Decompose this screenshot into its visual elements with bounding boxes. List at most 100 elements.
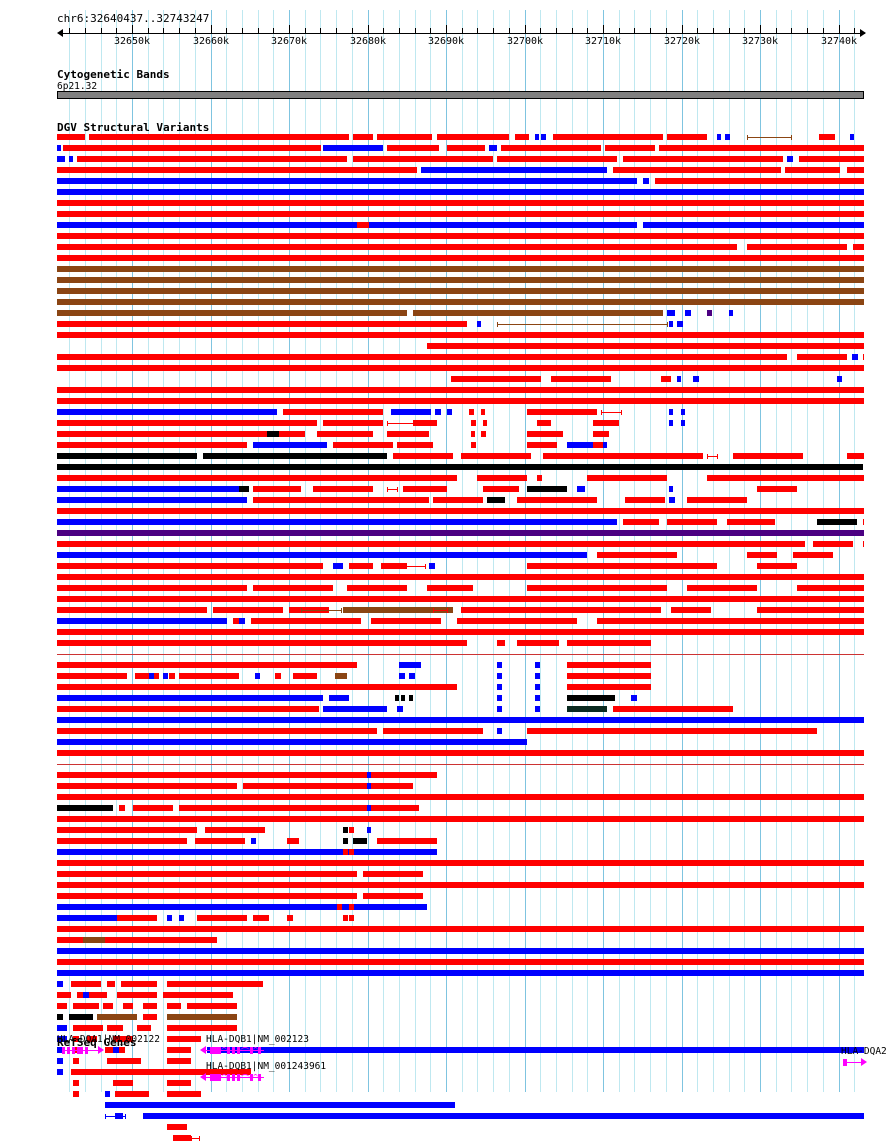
dgv-variant-feature[interactable]: [57, 431, 305, 437]
dgv-variant-feature[interactable]: [119, 805, 125, 811]
dgv-variant-feature[interactable]: [113, 1036, 133, 1042]
dgv-variant-feature[interactable]: [57, 486, 247, 492]
variant-whisker[interactable]: [301, 610, 341, 611]
dgv-variant-feature[interactable]: [819, 134, 835, 140]
dgv-variant-feature[interactable]: [787, 156, 793, 162]
dgv-variant-feature[interactable]: [57, 948, 864, 954]
dgv-variant-feature[interactable]: [487, 497, 505, 503]
dgv-variant-feature[interactable]: [253, 585, 333, 591]
dgv-variant-feature[interactable]: [323, 706, 387, 712]
dgv-variant-feature[interactable]: [852, 354, 858, 360]
dgv-variant-feature[interactable]: [661, 376, 671, 382]
dgv-variant-feature[interactable]: [399, 673, 405, 679]
dgv-variant-feature[interactable]: [527, 409, 597, 415]
dgv-variant-feature[interactable]: [567, 442, 607, 448]
dgv-variant-feature[interactable]: [395, 695, 399, 701]
dgv-variant-feature[interactable]: [57, 684, 457, 690]
dgv-variant-feature[interactable]: [681, 420, 685, 426]
dgv-variant-feature[interactable]: [481, 409, 485, 415]
dgv-variant-feature[interactable]: [747, 552, 777, 558]
dgv-variant-feature[interactable]: [77, 992, 107, 998]
dgv-variant-feature[interactable]: [413, 310, 663, 316]
dgv-variant-feature[interactable]: [301, 772, 309, 778]
dgv-variant-feature[interactable]: [57, 882, 864, 888]
dgv-variant-feature[interactable]: [179, 915, 184, 921]
dgv-variant-feature[interactable]: [329, 695, 349, 701]
dgv-variant-feature[interactable]: [169, 673, 175, 679]
dgv-variant-feature[interactable]: [667, 134, 707, 140]
dgv-variant-feature[interactable]: [57, 772, 437, 778]
dgv-variant-feature[interactable]: [537, 420, 551, 426]
dgv-variant-feature[interactable]: [497, 695, 502, 701]
dgv-variant-feature[interactable]: [83, 937, 105, 943]
dgv-variant-feature[interactable]: [567, 706, 607, 712]
gene-exon[interactable]: [62, 1047, 65, 1054]
gene-exon[interactable]: [67, 1047, 70, 1054]
dgv-variant-feature[interactable]: [57, 596, 864, 602]
dgv-variant-feature[interactable]: [73, 1091, 79, 1097]
dgv-variant-feature[interactable]: [57, 783, 237, 789]
dgv-variant-feature[interactable]: [427, 585, 473, 591]
gene-exon[interactable]: [232, 1047, 235, 1054]
gene-exon[interactable]: [237, 1074, 240, 1081]
dgv-variant-feature[interactable]: [343, 849, 348, 855]
dgv-variant-feature[interactable]: [57, 893, 357, 899]
dgv-variant-feature[interactable]: [343, 893, 348, 899]
dgv-variant-feature[interactable]: [643, 178, 649, 184]
dgv-variant-feature[interactable]: [57, 915, 157, 921]
dgv-variant-feature[interactable]: [447, 409, 452, 415]
dgv-variant-feature[interactable]: [167, 1124, 187, 1130]
dgv-variant-feature[interactable]: [283, 409, 383, 415]
dgv-variant-feature[interactable]: [567, 695, 615, 701]
dgv-variant-feature[interactable]: [535, 134, 539, 140]
dgv-variant-feature[interactable]: [477, 321, 481, 327]
dgv-variant-feature[interactable]: [349, 805, 354, 811]
dgv-variant-feature[interactable]: [567, 684, 651, 690]
dgv-variant-feature[interactable]: [517, 497, 597, 503]
dgv-variant-feature[interactable]: [623, 519, 659, 525]
dgv-variant-feature[interactable]: [391, 409, 431, 415]
variant-whisker[interactable]: [387, 423, 421, 424]
dgv-variant-feature[interactable]: [57, 244, 737, 250]
dgv-variant-feature[interactable]: [251, 618, 361, 624]
dgv-variant-feature[interactable]: [57, 1069, 63, 1075]
dgv-variant-feature[interactable]: [57, 310, 407, 316]
dgv-variant-feature[interactable]: [497, 640, 505, 646]
dgv-variant-feature[interactable]: [57, 706, 313, 712]
dgv-variant-feature[interactable]: [57, 937, 217, 943]
dgv-variant-feature[interactable]: [403, 486, 447, 492]
dgv-variant-feature[interactable]: [57, 970, 864, 976]
dgv-variant-feature[interactable]: [349, 893, 354, 899]
dgv-variant-feature[interactable]: [167, 1091, 201, 1097]
dgv-variant-feature[interactable]: [427, 343, 864, 349]
dgv-variant-feature[interactable]: [687, 497, 747, 503]
dgv-variant-feature[interactable]: [471, 420, 476, 426]
dgv-variant-feature[interactable]: [57, 530, 864, 536]
dgv-variant-feature[interactable]: [173, 1135, 191, 1141]
gene-exon[interactable]: [843, 1059, 847, 1066]
dgv-variant-feature[interactable]: [113, 1047, 119, 1053]
dgv-variant-feature[interactable]: [115, 1091, 149, 1097]
dgv-variant-feature[interactable]: [357, 222, 369, 228]
dgv-variant-feature[interactable]: [527, 486, 567, 492]
dgv-variant-feature[interactable]: [89, 134, 349, 140]
variant-whisker[interactable]: [707, 456, 717, 457]
dgv-variant-feature[interactable]: [333, 563, 343, 569]
dgv-variant-feature[interactable]: [799, 156, 864, 162]
variant-whisker[interactable]: [585, 379, 599, 380]
variant-whisker[interactable]: [387, 489, 397, 490]
gene-exon[interactable]: [232, 1074, 235, 1081]
dgv-variant-feature[interactable]: [167, 915, 172, 921]
gene-exon[interactable]: [210, 1074, 221, 1081]
dgv-variant-feature[interactable]: [451, 376, 541, 382]
dgv-variant-feature[interactable]: [383, 728, 483, 734]
dgv-variant-feature[interactable]: [387, 145, 439, 151]
dgv-variant-feature[interactable]: [397, 442, 433, 448]
dgv-variant-feature[interactable]: [57, 654, 864, 655]
dgv-variant-feature[interactable]: [197, 915, 247, 921]
dgv-variant-feature[interactable]: [233, 618, 239, 624]
dgv-variant-feature[interactable]: [481, 431, 486, 437]
dgv-variant-feature[interactable]: [83, 992, 89, 998]
dgv-variant-feature[interactable]: [535, 684, 540, 690]
dgv-variant-feature[interactable]: [847, 453, 864, 459]
